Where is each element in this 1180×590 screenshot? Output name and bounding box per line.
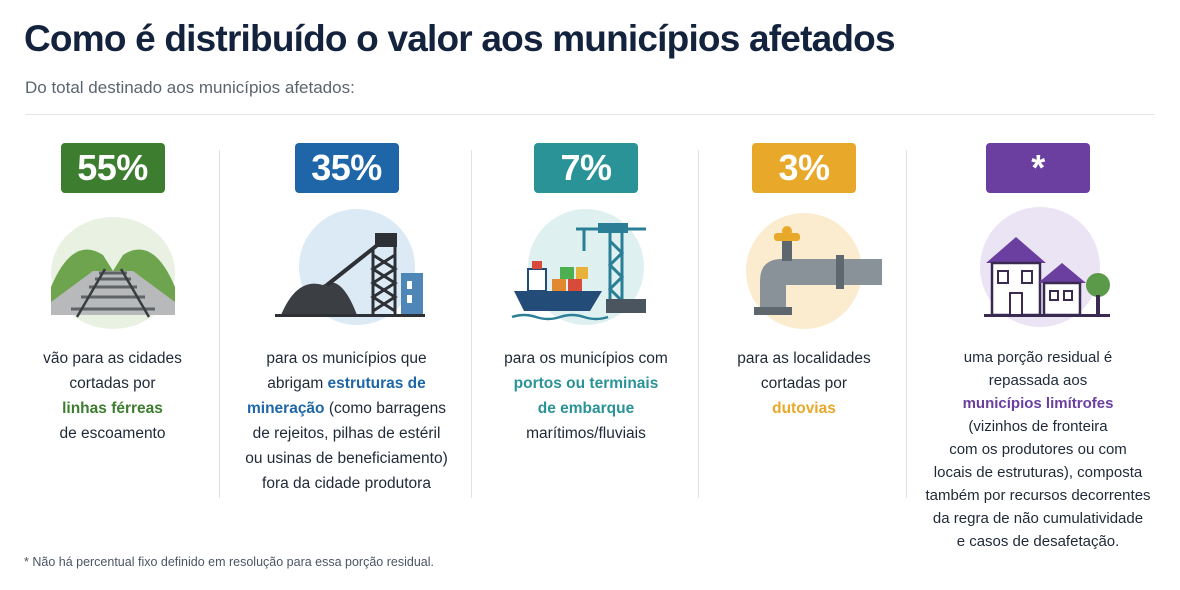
description-text: cortadas por [760, 375, 848, 392]
description-line: com os produtores ou com [920, 438, 1156, 461]
description-text: ou usinas de beneficiamento) [245, 450, 448, 467]
percent-badge: 3% [752, 143, 856, 193]
column-mining: 35% para os municípios que abrigam estrut… [240, 143, 453, 543]
description-text: para os municípios com [504, 350, 668, 367]
description-text: para os municípios que [266, 350, 427, 367]
description-text: e casos de desafetação. [956, 533, 1120, 550]
column-description: para os municípios que abrigam estruturas… [240, 346, 453, 496]
description-text: uma porção residual é [963, 349, 1113, 366]
description-line: vão para as cidades [10, 346, 215, 371]
percent-badge: 35% [294, 143, 399, 193]
column-neighbors: * uma porção residual é repassada aos muni… [920, 143, 1156, 550]
column-pipeline: 3% para as localidades cortadas por dutovi… [706, 143, 902, 543]
description-line: repassada aos [920, 369, 1156, 392]
column-description: uma porção residual é repassada aos municí… [920, 346, 1156, 553]
description-text: cortadas por [69, 375, 156, 392]
highlighted-term: portos ou terminais [513, 375, 659, 392]
description-text: da regra de não cumulatividade [932, 510, 1144, 527]
description-line: da regra de não cumulatividade [920, 507, 1156, 530]
description-text: repassada aos [988, 372, 1088, 389]
header-divider [25, 114, 1155, 115]
description-line: cortadas por [10, 371, 215, 396]
description-line: abrigam estruturas de [240, 371, 453, 396]
column-port: 7% para [486, 143, 686, 543]
description-line: portos ou terminais [486, 371, 686, 396]
description-text: fora da cidade produtora [262, 475, 431, 492]
description-text: também por recursos decorrentes [925, 487, 1151, 504]
description-text: para as localidades [737, 350, 871, 367]
port-ship-crane-icon [511, 209, 646, 325]
highlighted-term: dutovias [772, 400, 836, 417]
description-line: municípios limítrofes [920, 392, 1156, 415]
description-line: de rejeitos, pilhas de estéril [240, 421, 453, 446]
percent-badge: 7% [534, 143, 638, 193]
description-line: linhas férreas [10, 396, 215, 421]
railway-tracks-icon [50, 217, 175, 329]
column-railway: 55% vão para as cidades cortadas [10, 143, 215, 543]
page-subtitle: Do total destinado aos municípios afetad… [25, 78, 355, 97]
description-line: de embarque [486, 396, 686, 421]
page-title: Como é distribuído o valor aos município… [24, 18, 896, 59]
description-line: ou usinas de beneficiamento) [240, 446, 453, 471]
description-text: marítimos/fluviais [526, 425, 646, 442]
description-line: mineração (como barragens [240, 396, 453, 421]
description-line: (vizinhos de fronteira [920, 415, 1156, 438]
column-divider [906, 150, 907, 498]
description-line: de escoamento [10, 421, 215, 446]
description-line: dutovias [706, 396, 902, 421]
column-description: para as localidades cortadas por dutovias [706, 346, 902, 421]
column-description: para os municípios com portos ou terminai… [486, 346, 686, 446]
column-divider [219, 150, 220, 498]
description-text: locais de estruturas), composta [933, 464, 1143, 481]
description-line: uma porção residual é [920, 346, 1156, 369]
description-line: e casos de desafetação. [920, 530, 1156, 553]
column-description: vão para as cidades cortadas por linhas fé… [10, 346, 215, 446]
highlighted-term: municípios limítrofes [962, 395, 1114, 412]
description-text: abrigam [267, 375, 328, 392]
description-line: para os municípios com [486, 346, 686, 371]
description-line: locais de estruturas), composta [920, 461, 1156, 484]
pipeline-valve-icon [746, 213, 882, 329]
description-text: (como barragens [324, 400, 447, 417]
distribution-columns: 55% vão para as cidades cortadas [0, 143, 1180, 550]
description-line: também por recursos decorrentes [920, 484, 1156, 507]
description-line: para os municípios que [240, 346, 453, 371]
highlighted-term: mineração [246, 400, 325, 417]
mining-structure-icon [274, 209, 425, 325]
footnote: * Não há percentual fixo definido em res… [24, 555, 434, 569]
description-line: cortadas por [706, 371, 902, 396]
description-text: de escoamento [59, 425, 166, 442]
percent-badge: * [986, 143, 1090, 193]
description-line: fora da cidade produtora [240, 471, 453, 496]
description-text: de rejeitos, pilhas de estéril [252, 425, 441, 442]
highlighted-term: estruturas de [327, 375, 426, 392]
description-text: (vizinhos de fronteira [968, 418, 1108, 435]
description-line: marítimos/fluviais [486, 421, 686, 446]
highlighted-term: linhas férreas [62, 400, 163, 417]
column-divider [471, 150, 472, 498]
percent-badge: 55% [60, 143, 165, 193]
houses-icon [980, 207, 1110, 327]
highlighted-term: de embarque [537, 400, 635, 417]
column-divider [698, 150, 699, 498]
description-text: com os produtores ou com [949, 441, 1127, 458]
description-line: para as localidades [706, 346, 902, 371]
description-text: vão para as cidades [43, 350, 182, 367]
